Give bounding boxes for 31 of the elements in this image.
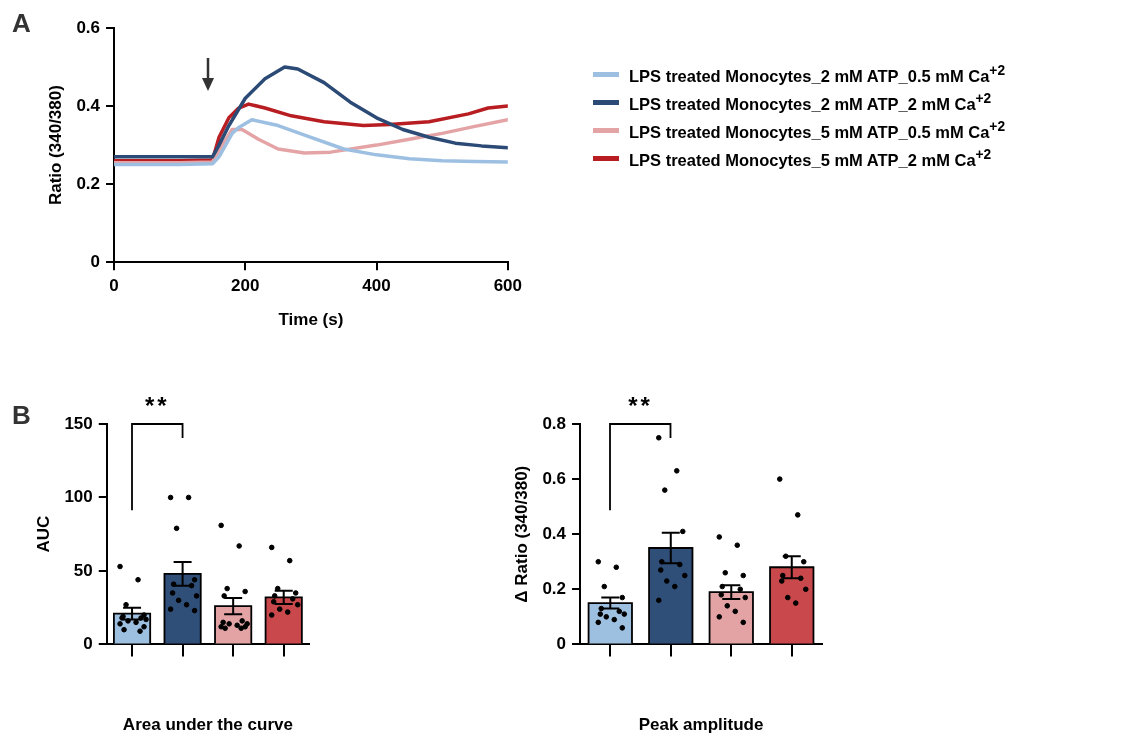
y-tick-label: 0.6 [76, 17, 101, 37]
chart-title: A [12, 8, 31, 39]
y-tick-label: 0.2 [542, 578, 567, 598]
legend-label: LPS treated Monocytes_2 mM ATP_0.5 mM Ca$^{+2}$ [629, 62, 1006, 86]
y-tick-label: 0 [83, 634, 93, 654]
text: ** [143, 392, 171, 420]
y-tick-label: 0.4 [76, 95, 101, 115]
x-axis-title: Peak amplitude [638, 715, 764, 735]
x-axis-title: Area under the curve [122, 715, 293, 735]
text: ** [627, 392, 654, 420]
legend-label: LPS treated Monocytes_2 mM ATP_2 mM Ca$^{+2}$ [629, 90, 992, 114]
y-tick-label: 0.6 [542, 468, 567, 488]
y-axis-title: Δ Ratio (340/380) [511, 465, 531, 603]
x-tick-label: 400 [362, 276, 391, 296]
x-tick-label: 0 [109, 276, 119, 296]
x-tick-label: 600 [493, 276, 523, 296]
y-tick-label: 0 [556, 634, 567, 654]
legend-label: LPS treated Monocytes_5 mM ATP_0.5 mM Ca$^{+2}$ [629, 118, 1006, 142]
x-tick-label: 200 [231, 276, 260, 296]
y-tick-label: 0.4 [542, 523, 567, 543]
legend-label: LPS treated Monocytes_5 mM ATP_2 mM Ca$^{+2}$ [629, 146, 992, 170]
chart-title: B [12, 400, 31, 431]
y-tick-label: 0.2 [76, 173, 101, 193]
y-axis-title: Ratio (340/380) [45, 85, 65, 206]
y-tick-label: 100 [64, 487, 93, 507]
y-axis-title: AUC [33, 515, 53, 553]
y-tick-label: 150 [64, 413, 93, 433]
y-tick-label: 0.8 [542, 413, 567, 433]
x-axis-title: Time (s) [278, 310, 344, 330]
y-tick-label: 0 [90, 251, 101, 271]
y-tick-label: 50 [73, 560, 93, 580]
